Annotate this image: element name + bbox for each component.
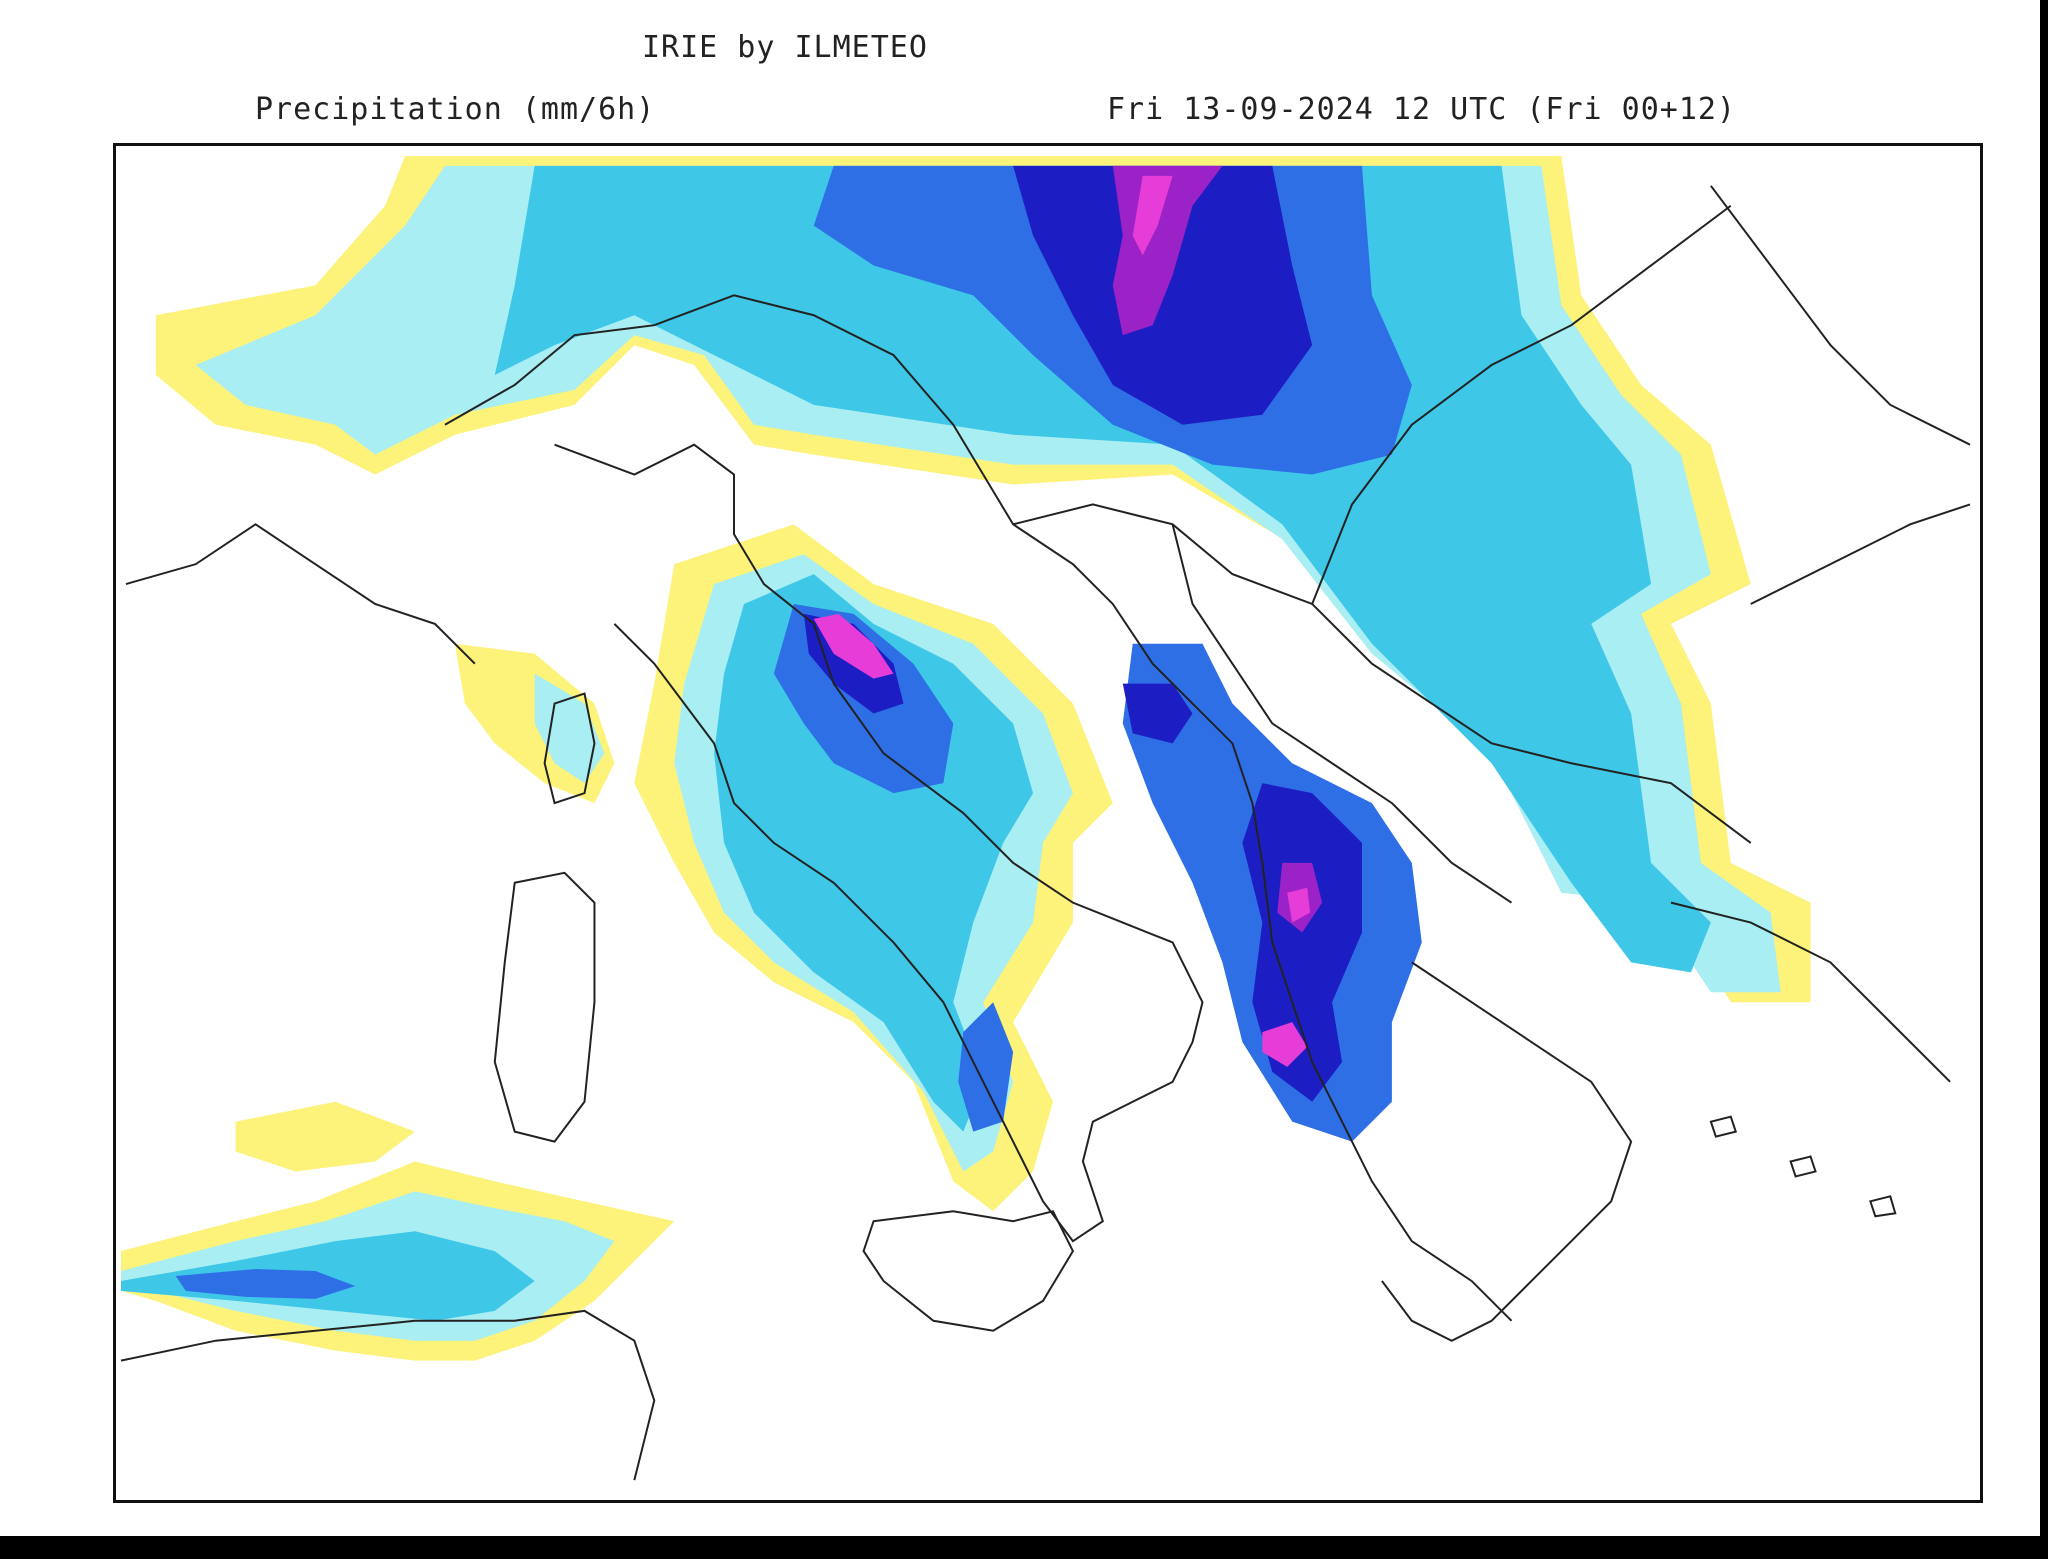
precip-moderate-central: [714, 574, 1034, 1132]
precip-field-north: [155, 155, 1811, 1003]
france-spain-coast: [125, 523, 476, 665]
cyclades-islands: [1709, 1115, 1897, 1218]
variable-label: Precipitation (mm/6h): [255, 92, 656, 127]
right-border: [2040, 0, 2048, 1536]
precip-field-corsica: [454, 643, 615, 804]
map-title: IRIE by ILMETEO: [642, 30, 928, 65]
precip-veryheavy-bosnia: [1122, 683, 1193, 744]
precip-extreme-balkans-a: [1287, 887, 1311, 923]
italy-coastline: [554, 443, 1204, 1243]
precipitation-map: [113, 143, 1983, 1503]
sicily-coastline: [862, 1210, 1075, 1332]
aegean-coast: [1670, 901, 1951, 1083]
adriatic-east-coastline: [982, 474, 1513, 1322]
bottom-border: [0, 1536, 2048, 1559]
precip-heavy-central-south: [958, 1002, 1014, 1132]
precip-moderate-north: [494, 165, 1711, 973]
balkan-border-2: [1171, 524, 1513, 904]
map-canvas: [120, 155, 1971, 1481]
sardinia-coastline: [493, 871, 596, 1143]
precip-extreme-central: [813, 613, 894, 679]
coastlines-borders: [120, 185, 1971, 1481]
balkan-border-3: [1311, 204, 1732, 605]
precip-extreme-balkans-b: [1262, 1022, 1308, 1067]
precip-light-africa-top: [235, 1101, 416, 1172]
italy-alps-border: [444, 294, 985, 476]
turkey-coast: [1750, 503, 1971, 605]
precip-low-corsica: [534, 673, 605, 784]
precip-field-central-italy: [634, 524, 1113, 1212]
precip-extreme-north: [1132, 175, 1173, 256]
precip-veryheavy-balkans: [1242, 783, 1362, 1102]
africa-coastline: [120, 1309, 656, 1481]
corsica-coastline: [543, 692, 596, 805]
black-sea-coast: [1710, 185, 1971, 446]
precip-heavy-africa: [175, 1269, 356, 1299]
valid-time-label: Fri 13-09-2024 12 UTC (Fri 00+12): [1107, 92, 1737, 127]
greece-coastline: [1381, 961, 1633, 1342]
precip-field-balkans: [1122, 643, 1422, 1142]
balkan-inner-borders: [1012, 503, 1752, 844]
precip-field-north-africa: [120, 1101, 675, 1361]
